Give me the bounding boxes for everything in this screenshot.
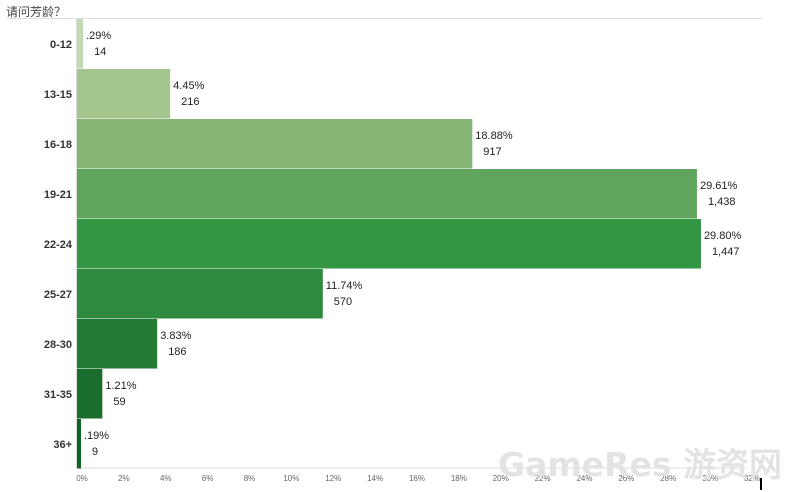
count-label: 1,438 [708,196,736,208]
bar-0-12[interactable] [77,19,84,69]
count-label: 570 [334,296,352,308]
category-label: 36+ [53,439,72,451]
bar-31-35[interactable] [77,369,103,419]
title-divider [6,18,762,19]
count-label: 14 [94,46,106,58]
x-tick-label: 32% [744,474,760,483]
category-label: 31-35 [44,389,72,401]
bar-28-30[interactable] [77,319,158,369]
percent-label: 29.61% [700,180,738,192]
x-tick-label: 28% [660,474,676,483]
bar-22-24[interactable] [77,219,701,269]
percent-label: 11.74% [326,280,363,292]
bar-25-27[interactable] [77,269,323,319]
count-label: 1,447 [712,246,740,258]
percent-label: .29% [86,30,111,42]
percent-label: 3.83% [160,330,191,342]
percent-label: 1.21% [105,380,136,392]
category-label: 28-30 [44,339,72,351]
x-tick-label: 2% [118,474,130,483]
x-tick-label: 26% [618,474,634,483]
x-tick-label: 0% [76,474,88,483]
count-label: 186 [168,346,186,358]
x-tick-label: 14% [367,474,383,483]
category-label: 19-21 [44,189,72,201]
x-tick-label: 24% [576,474,592,483]
x-tick-label: 22% [535,474,551,483]
category-label: 0-12 [50,39,72,51]
x-tick-label: 8% [244,474,256,483]
category-label: 13-15 [44,89,72,101]
bars-layer: 0-12 .29% 14 13-15 4.45% 216 16-18 18.88% 917 19-… [44,19,742,469]
x-tick-label: 4% [160,474,172,483]
x-tick-label: 18% [451,474,467,483]
category-label: 16-18 [44,139,72,151]
text-cursor-icon [760,478,762,490]
count-label: 9 [92,446,98,458]
x-tick-label: 12% [325,474,341,483]
watermark-logo: GameRes 游资网 [498,445,783,484]
count-label: 917 [483,146,501,158]
percent-label: .19% [84,430,109,442]
count-label: 216 [181,96,199,108]
page-title: 请问芳龄？ [6,5,67,19]
x-tick-label: 10% [283,474,299,483]
x-axis-ticks: 0% 2% 4% 6% 8% 10% 12% 14% 16% 18% 20% 22% 24% 26% 28%… [76,474,760,483]
x-tick-label: 20% [493,474,509,483]
bar-13-15[interactable] [77,69,171,119]
percent-label: 18.88% [475,130,513,142]
bar-36+[interactable] [77,419,81,469]
percent-label: 4.45% [173,80,204,92]
category-label: 25-27 [44,289,72,301]
bar-16-18[interactable] [77,119,473,169]
percent-label: 29.80% [704,230,742,242]
x-tick-label: 6% [202,474,214,483]
x-tick-label: 30% [702,474,718,483]
x-tick-label: 16% [409,474,425,483]
count-label: 59 [113,396,125,408]
category-label: 22-24 [44,239,73,251]
bar-19-21[interactable] [77,169,697,219]
